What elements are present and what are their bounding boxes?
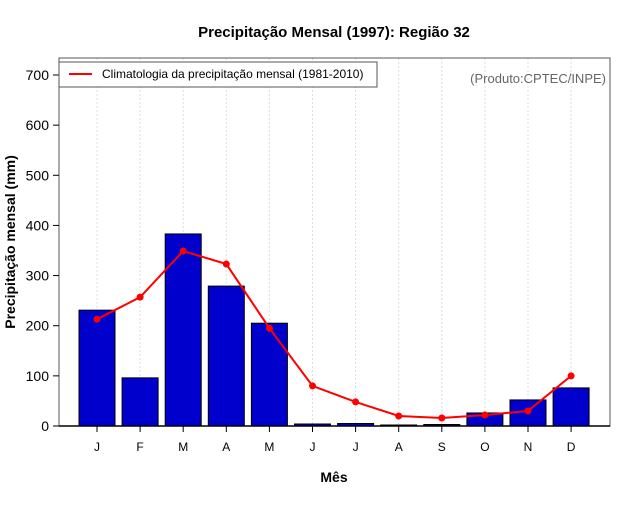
bar (250, 322, 288, 427)
x-tick-label: F (136, 440, 143, 454)
plot-frame (58, 57, 611, 427)
x-tick-label: M (264, 440, 274, 454)
y-tick-label: 500 (26, 167, 50, 183)
climatology-point (352, 398, 360, 406)
x-tick-label: N (524, 440, 533, 454)
x-tick-label: M (178, 440, 188, 454)
y-tick-label: 600 (26, 117, 50, 133)
climatology-point (567, 372, 575, 380)
climatology-point (524, 407, 532, 415)
y-tick-label: 700 (26, 67, 50, 83)
x-tick-label: O (480, 440, 489, 454)
legend: Climatologia da precipitação mensal (198… (58, 61, 378, 88)
grid (96, 58, 572, 426)
y-tick-label: 300 (26, 268, 50, 284)
climatology-point (136, 293, 144, 301)
y-tick-label: 200 (26, 318, 50, 334)
bar (121, 377, 159, 427)
chart-title: Precipitação Mensal (1997): Região 32 (198, 24, 470, 41)
climatology-point (265, 324, 273, 332)
x-tick-label: A (222, 440, 230, 454)
x-tick-label: S (438, 440, 446, 454)
bar (164, 233, 202, 427)
bars (78, 233, 590, 427)
legend-entry: Climatologia da precipitação mensal (198… (102, 67, 363, 81)
y-axis-label: Precipitação mensal (mm) (2, 155, 18, 329)
climatology-point (395, 412, 403, 420)
y-tick-label: 400 (26, 217, 50, 233)
x-tick-label: J (94, 440, 100, 454)
climatology-point (93, 315, 101, 323)
y-axis: 0 100 200 300 400 500 600 700 (26, 67, 59, 434)
x-tick-label: D (567, 440, 576, 454)
climatology-point (179, 247, 187, 255)
bar (552, 387, 590, 427)
y-tick-label: 100 (26, 368, 50, 384)
climatology-polyline (96, 249, 572, 419)
y-tick-label: 0 (41, 418, 49, 434)
climatology-point (438, 414, 446, 422)
climatology-line (93, 247, 575, 422)
climatology-point (222, 260, 230, 268)
bar (78, 309, 116, 427)
x-tick-label: J (310, 440, 316, 454)
climatology-point (481, 411, 489, 419)
x-tick-label: J (353, 440, 359, 454)
source-annotation: (Produto:CPTEC/INPE) (470, 71, 606, 86)
x-tick-label: A (395, 440, 403, 454)
climatology-point (309, 382, 316, 390)
bar (207, 285, 245, 427)
x-axis-label: Mês (320, 469, 347, 485)
legend-box (58, 61, 378, 88)
